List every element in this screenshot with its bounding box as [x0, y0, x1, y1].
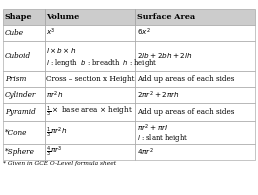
Text: $\pi r^2 h$: $\pi r^2 h$	[46, 89, 63, 101]
Text: $\frac{1}{3} \times$ base area $\times$ height: $\frac{1}{3} \times$ base area $\times$ …	[46, 105, 133, 119]
Bar	[3, 144, 45, 160]
Bar	[45, 121, 135, 144]
Text: Prism: Prism	[5, 75, 26, 83]
Bar	[135, 41, 255, 71]
Bar	[45, 9, 135, 25]
Text: Add up areas of each sides: Add up areas of each sides	[137, 108, 234, 116]
Text: $\frac{1}{3}\pi r^2 h$: $\frac{1}{3}\pi r^2 h$	[46, 126, 68, 140]
Text: Surface Area: Surface Area	[137, 13, 195, 21]
Text: Pyramid: Pyramid	[5, 108, 35, 116]
Bar	[45, 25, 135, 41]
Text: Cylinder: Cylinder	[5, 91, 36, 99]
Text: $\frac{4}{3}\pi r^3$: $\frac{4}{3}\pi r^3$	[46, 145, 63, 159]
Text: Cuboid: Cuboid	[5, 52, 31, 60]
Bar	[135, 87, 255, 103]
Text: $2\pi r^2 + 2\pi rh$: $2\pi r^2 + 2\pi rh$	[137, 89, 180, 101]
Bar	[3, 121, 45, 144]
Text: $2lb + 2bh + 2lh$: $2lb + 2bh + 2lh$	[137, 51, 192, 60]
Bar	[135, 121, 255, 144]
Text: $4\pi r^2$: $4\pi r^2$	[137, 146, 154, 158]
Text: Cross – section x Height: Cross – section x Height	[46, 75, 135, 83]
Bar	[135, 25, 255, 41]
Text: *Cone: *Cone	[5, 129, 27, 137]
Bar	[3, 9, 45, 25]
Text: $\pi r^2 + \pi rl$: $\pi r^2 + \pi rl$	[137, 123, 168, 134]
Text: *Sphere: *Sphere	[5, 148, 35, 156]
Bar	[45, 71, 135, 87]
Bar	[45, 41, 135, 71]
Bar	[45, 144, 135, 160]
Bar	[135, 144, 255, 160]
Text: $l \times b \times h$: $l \times b \times h$	[46, 46, 77, 55]
Bar	[135, 71, 255, 87]
Bar	[135, 103, 255, 121]
Bar	[3, 25, 45, 41]
Bar	[135, 9, 255, 25]
Bar	[3, 71, 45, 87]
Text: $6x^2$: $6x^2$	[137, 27, 151, 38]
Bar	[3, 87, 45, 103]
Text: Volume: Volume	[46, 13, 79, 21]
Text: Cube: Cube	[5, 29, 24, 37]
Bar	[45, 103, 135, 121]
Bar	[45, 87, 135, 103]
Text: Shape: Shape	[5, 13, 32, 21]
Bar	[3, 103, 45, 121]
Text: $l$ : length  $b$ : breadth  $h$ : height: $l$ : length $b$ : breadth $h$ : height	[46, 57, 158, 68]
Bar	[3, 41, 45, 71]
Text: Add up areas of each sides: Add up areas of each sides	[137, 75, 234, 83]
Text: $l$ : slant height: $l$ : slant height	[137, 132, 188, 144]
Text: $x^3$: $x^3$	[46, 27, 56, 38]
Text: * Given in GCE O-Level formula sheet: * Given in GCE O-Level formula sheet	[3, 161, 116, 167]
